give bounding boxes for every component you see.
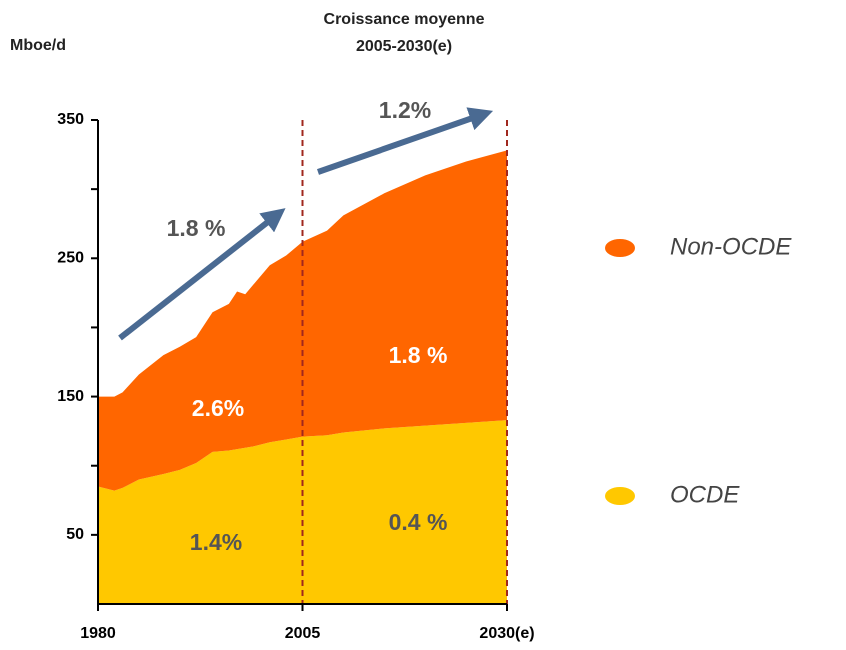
legend-marker: [605, 239, 635, 257]
legend-label: OCDE: [670, 481, 740, 508]
annotation: 1.4%: [190, 529, 242, 555]
legend-label: Non-OCDE: [670, 233, 792, 260]
y-tick-label: 350: [57, 111, 84, 128]
y-tick-label: 150: [57, 388, 84, 405]
arrow: [317, 107, 494, 175]
x-tick-label: 1980: [80, 625, 116, 642]
legend-marker: [605, 487, 635, 505]
annotation: 2.6%: [192, 395, 244, 421]
chart-title: Croissance moyenne: [324, 11, 485, 28]
chart-title: 2005-2030(e): [356, 38, 452, 55]
annotation: 0.4 %: [389, 509, 448, 535]
y-tick-label: 250: [57, 250, 84, 267]
annotation: 1.2%: [379, 97, 431, 123]
arrow: [118, 208, 286, 341]
annotation: 1.8 %: [389, 342, 448, 368]
x-tick-label: 2030(e): [479, 625, 534, 642]
x-tick-label: 2005: [285, 625, 321, 642]
y-axis-label: Mboe/d: [10, 37, 66, 54]
y-tick-label: 50: [66, 526, 84, 543]
annotation: 1.8 %: [167, 215, 226, 241]
